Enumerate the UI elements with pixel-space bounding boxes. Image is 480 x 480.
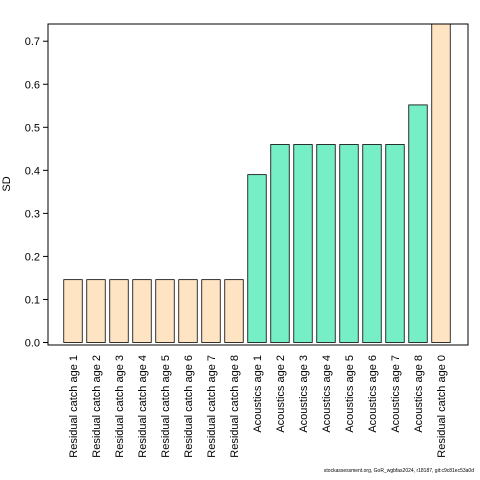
bar: [431, 23, 451, 343]
y-axis-label: SD: [1, 176, 13, 191]
x-tick-label: Acoustics age 8: [413, 355, 425, 433]
bar: [109, 279, 129, 343]
x-tick-label: Residual catch age 6: [183, 355, 195, 458]
bar: [178, 279, 198, 343]
bars-group: [63, 23, 451, 343]
x-tick-label: Acoustics age 5: [344, 355, 356, 433]
x-tick-label: Residual catch age 3: [114, 355, 126, 458]
x-tick-label: Residual catch age 0: [436, 355, 448, 458]
bar: [132, 279, 152, 343]
x-axis: Residual catch age 1 Residual catch age 2…: [68, 355, 448, 458]
bar: [63, 279, 83, 343]
bar: [408, 104, 428, 343]
bar: [385, 144, 405, 343]
x-tick-label: Residual catch age 5: [160, 355, 172, 458]
y-tick-label: 0.4: [25, 165, 40, 177]
x-tick-label: Acoustics age 3: [298, 355, 310, 433]
bar: [201, 279, 221, 343]
bar: [316, 144, 336, 343]
y-tick-label: 0.2: [25, 251, 40, 263]
x-tick-label: Acoustics age 2: [275, 355, 287, 433]
bar: [362, 144, 382, 343]
x-tick-label: Residual catch age 4: [137, 355, 149, 458]
y-tick-label: 0.1: [25, 294, 40, 306]
y-tick-label: 0.5: [25, 122, 40, 134]
bar: [339, 144, 359, 343]
x-tick-label: Acoustics age 4: [321, 355, 333, 433]
y-axis: 0.0 0.1 0.2 0.3 0.4 0.5 0.6 0.7: [25, 36, 48, 350]
bar: [155, 279, 175, 343]
y-tick-label: 0.6: [25, 79, 40, 91]
y-tick-label: 0.3: [25, 208, 40, 220]
x-tick-label: Residual catch age 8: [229, 355, 241, 458]
bar: [247, 174, 267, 343]
x-tick-label: Acoustics age 6: [367, 355, 379, 433]
y-tick-label: 0.0: [25, 338, 40, 350]
bar: [293, 144, 313, 343]
x-tick-label: Acoustics age 7: [390, 355, 402, 433]
plot-frame: [47, 23, 469, 346]
x-tick-label: Residual catch age 1: [68, 355, 80, 458]
y-tick-label: 0.7: [25, 36, 40, 48]
footer-text: stockassessment.org, GoR_wgbfas2024, r18…: [323, 468, 474, 474]
bar: [270, 144, 290, 343]
x-tick-label: Acoustics age 1: [252, 355, 264, 433]
x-tick-label: Residual catch age 7: [206, 355, 218, 458]
x-tick-label: Residual catch age 2: [91, 355, 103, 458]
bar: [224, 279, 244, 343]
bar: [86, 279, 106, 343]
